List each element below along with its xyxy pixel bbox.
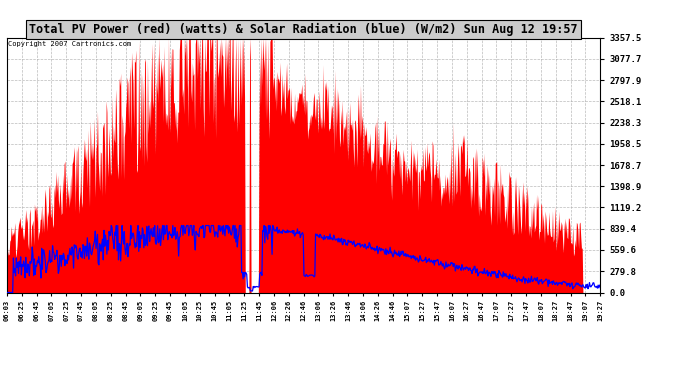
Text: Copyright 2007 Cartronics.com: Copyright 2007 Cartronics.com [8,41,131,47]
Title: Total PV Power (red) (watts) & Solar Radiation (blue) (W/m2) Sun Aug 12 19:57: Total PV Power (red) (watts) & Solar Rad… [29,23,578,36]
